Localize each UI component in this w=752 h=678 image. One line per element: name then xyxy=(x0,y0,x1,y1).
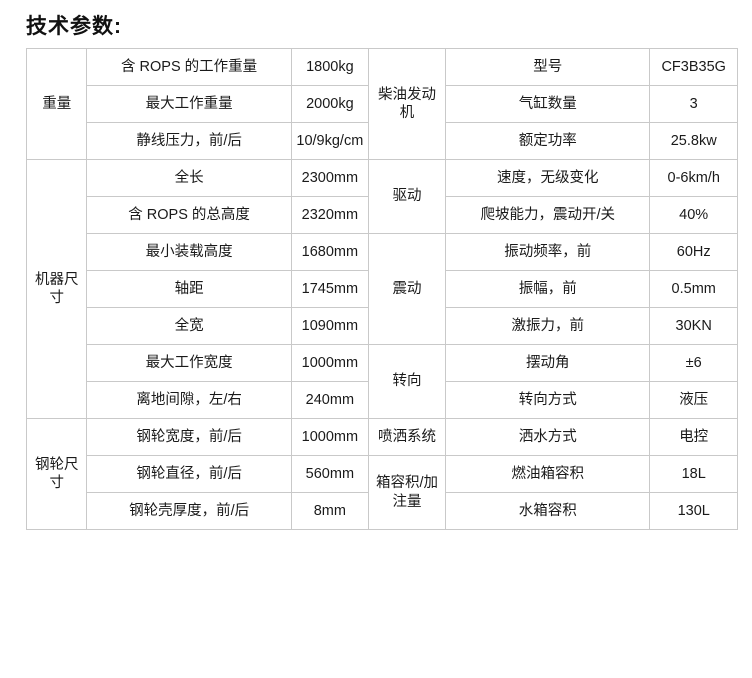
left-parameter-name: 钢轮直径，前/后 xyxy=(86,455,292,493)
table-body: 重量含 ROPS 的工作重量 1800kg 柴油发动机 型号 CF3B35G 最大工作重量… xyxy=(25,48,738,530)
left-parameter-name: 离地间隙，左/右 xyxy=(86,381,292,419)
left-parameter-value: 2300mm xyxy=(290,159,369,197)
right-group-label: 震动 xyxy=(367,233,447,345)
left-parameter-value: 240mm xyxy=(290,381,369,419)
right-parameter-name: 爬坡能力，震动开/关 xyxy=(445,196,651,234)
left-parameter-name: 钢轮壳厚度，前/后 xyxy=(86,492,292,530)
right-parameter-value: 40% xyxy=(649,196,738,234)
table-row: 钢轮壳厚度，前/后 8mm 水箱容积 130L xyxy=(27,492,738,530)
right-parameter-name: 额定功率 xyxy=(445,122,651,160)
right-parameter-value: 0.5mm xyxy=(649,270,738,308)
right-parameter-value: 电控 xyxy=(649,418,738,456)
spec-table-container: 重量含 ROPS 的工作重量 1800kg 柴油发动机 型号 CF3B35G 最大工作重量… xyxy=(0,48,752,530)
table-row: 最大工作重量 2000kg 气缸数量 3 xyxy=(27,85,738,123)
left-parameter-value: 1800kg xyxy=(290,48,369,86)
right-group-label: 喷洒系统 xyxy=(367,418,447,456)
left-parameter-value: 8mm xyxy=(290,492,369,530)
table-row: 重量含 ROPS 的工作重量 1800kg 柴油发动机 型号 CF3B35G xyxy=(25,48,738,160)
left-parameter-name: 最大工作重量 xyxy=(86,85,292,123)
right-parameter-name: 激振力，前 xyxy=(445,307,651,345)
right-parameter-name: 燃油箱容积 xyxy=(445,455,651,493)
left-parameter-value: 1090mm xyxy=(290,307,369,345)
table-row: 钢轮尺寸 钢轮宽度，前/后 1000mm 喷洒系统 洒水方式 电控 xyxy=(25,418,738,530)
left-parameter-value: 1000mm xyxy=(290,344,369,382)
table-row: 机器尺寸 全长 2300mm 驱动 速度，无级变化 0-6km/h xyxy=(25,159,738,419)
left-parameter-name: 全长 xyxy=(86,159,292,197)
right-group-label: 柴油发动机 xyxy=(367,48,447,160)
left-parameter-value: 1745mm xyxy=(290,270,369,308)
left-parameter-name: 全宽 xyxy=(86,307,292,345)
right-parameter-name: 摆动角 xyxy=(445,344,651,382)
right-parameter-name: 洒水方式 xyxy=(445,418,651,456)
left-parameter-name: 最小装载高度 xyxy=(86,233,292,271)
table-row: 最大工作宽度 1000mm 转向 摆动角 ±6 xyxy=(27,344,738,419)
right-group-label: 驱动 xyxy=(367,159,447,234)
right-parameter-value: ±6 xyxy=(649,344,738,382)
left-group-label: 重量 xyxy=(25,48,88,160)
left-parameter-name: 最大工作宽度 xyxy=(86,344,292,382)
table-row: 最小装载高度 1680mm 震动 振动频率，前 60Hz xyxy=(27,233,738,345)
left-parameter-name: 含 ROPS 的总高度 xyxy=(86,196,292,234)
left-parameter-value: 560mm xyxy=(290,455,369,493)
right-parameter-value: 3 xyxy=(649,85,738,123)
right-parameter-name: 振幅，前 xyxy=(445,270,651,308)
right-parameter-name: 型号 xyxy=(445,48,651,86)
technical-specifications-table: 重量含 ROPS 的工作重量 1800kg 柴油发动机 型号 CF3B35G 最大工作重量… xyxy=(25,48,738,530)
right-group-label: 箱容积/加注量 xyxy=(367,455,447,530)
right-parameter-name: 水箱容积 xyxy=(445,492,651,530)
right-group-label: 转向 xyxy=(367,344,447,419)
left-parameter-name: 钢轮宽度，前/后 xyxy=(86,418,292,456)
right-parameter-value: 0-6km/h xyxy=(649,159,738,197)
right-parameter-value: 30KN xyxy=(649,307,738,345)
page-title: 技术参数: xyxy=(26,15,122,38)
left-parameter-name: 静线压力，前/后 xyxy=(86,122,292,160)
left-parameter-value: 10/9kg/cm xyxy=(290,122,369,160)
right-parameter-value: 60Hz xyxy=(649,233,738,271)
left-parameter-name: 含 ROPS 的工作重量 xyxy=(86,48,292,86)
left-parameter-value: 2000kg xyxy=(290,85,369,123)
table-row: 含 ROPS 的总高度 2320mm 爬坡能力，震动开/关 40% xyxy=(27,196,738,234)
left-group-label: 钢轮尺寸 xyxy=(25,418,88,530)
left-group-label: 机器尺寸 xyxy=(25,159,88,419)
left-parameter-name: 轴距 xyxy=(86,270,292,308)
table-row: 钢轮直径，前/后 560mm 箱容积/加注量 燃油箱容积 18L xyxy=(27,455,738,530)
right-parameter-value: 130L xyxy=(649,492,738,530)
right-parameter-value: 液压 xyxy=(649,381,738,419)
left-parameter-value: 2320mm xyxy=(290,196,369,234)
right-parameter-value: CF3B35G xyxy=(649,48,738,86)
right-parameter-name: 速度，无级变化 xyxy=(445,159,651,197)
left-parameter-value: 1000mm xyxy=(290,418,369,456)
left-parameter-value: 1680mm xyxy=(290,233,369,271)
right-parameter-name: 气缸数量 xyxy=(445,85,651,123)
table-row: 静线压力，前/后 10/9kg/cm 额定功率 25.8kw xyxy=(27,122,738,160)
right-parameter-value: 25.8kw xyxy=(649,122,738,160)
right-parameter-name: 振动频率，前 xyxy=(445,233,651,271)
table-row: 全宽 1090mm 激振力，前 30KN xyxy=(27,307,738,345)
right-parameter-value: 18L xyxy=(649,455,738,493)
right-parameter-name: 转向方式 xyxy=(445,381,651,419)
